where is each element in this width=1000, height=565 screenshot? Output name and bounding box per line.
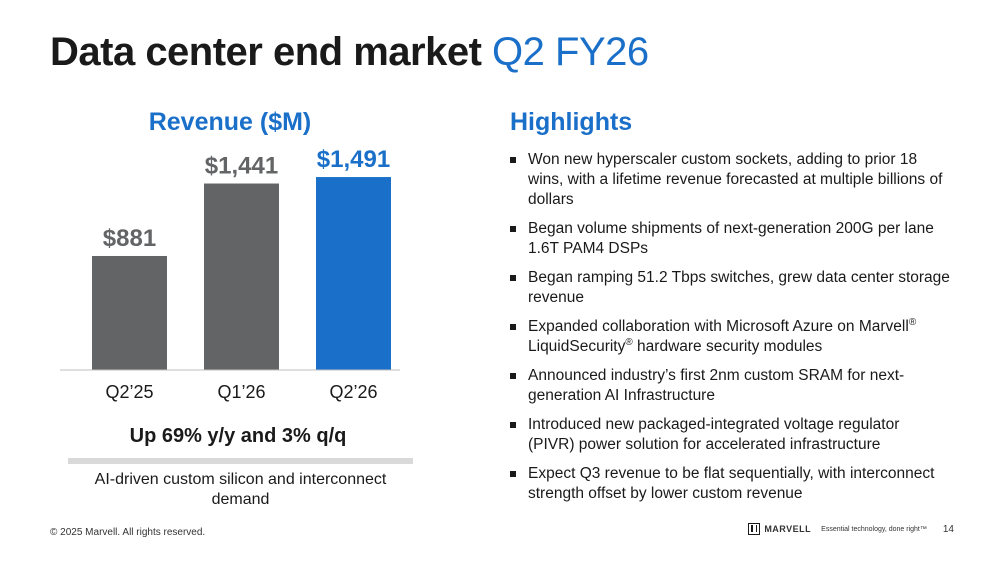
- tagline: Essential technology, done right™: [821, 525, 927, 533]
- footer-branding: MARVELL Essential technology, done right…: [748, 523, 954, 535]
- bar-value-label: $1,491: [317, 146, 390, 173]
- revenue-bar-chart: $881 Q2’25 $1,441 Q1’26 $1,491 Q2’26: [60, 146, 400, 402]
- highlight-item: Won new hyperscaler custom sockets, addi…: [510, 150, 950, 210]
- bullet-marker: [510, 373, 516, 379]
- highlight-item: Began volume shipments of next-generatio…: [510, 219, 950, 259]
- highlight-item: Began ramping 51.2 Tbps switches, grew d…: [510, 268, 950, 308]
- category-label: Q1’26: [217, 382, 265, 402]
- bullet-marker: [510, 157, 516, 163]
- category-label: Q2’25: [105, 382, 153, 402]
- growth-driver-note: AI-driven custom silicon and interconnec…: [94, 471, 387, 508]
- bar-value-label: $881: [103, 225, 156, 252]
- slide-title-main: Data center end market: [50, 30, 482, 74]
- highlight-item: Expanded collaboration with Microsoft Az…: [510, 317, 950, 357]
- bullet-marker: [510, 422, 516, 428]
- bar-3: [316, 177, 391, 370]
- bar-2: [204, 183, 279, 370]
- slide-title: Data center end market Q2 FY26: [50, 30, 649, 75]
- highlight-item: Expect Q3 revenue to be flat sequentiall…: [510, 464, 950, 504]
- registered-mark: ®: [625, 336, 633, 348]
- bullet-marker: [510, 275, 516, 281]
- highlight-text: Announced industry’s first 2nm custom SR…: [528, 367, 905, 404]
- registered-mark: ®: [908, 316, 917, 328]
- chart-title: Revenue ($M): [148, 108, 312, 136]
- bullet-marker: [510, 324, 516, 330]
- highlight-text: Expanded collaboration with Microsoft Az…: [528, 318, 909, 335]
- highlight-item: Announced industry’s first 2nm custom SR…: [510, 366, 950, 406]
- bullet-marker: [510, 226, 516, 232]
- highlight-text: Began ramping 51.2 Tbps switches, grew d…: [528, 269, 950, 306]
- category-label: Q2’26: [329, 382, 377, 402]
- highlight-text: Began volume shipments of next-generatio…: [528, 220, 934, 257]
- bar-1: [92, 255, 167, 370]
- copyright: © 2025 Marvell. All rights reserved.: [50, 527, 206, 538]
- page-number: 14: [942, 523, 954, 535]
- marvell-logo: MARVELL: [748, 523, 811, 535]
- slide-title-accent: Q2 FY26: [492, 30, 649, 74]
- highlight-text: hardware security modules: [632, 338, 823, 355]
- highlight-item: Introduced new packaged-integrated volta…: [510, 415, 950, 455]
- highlight-text: Introduced new packaged-integrated volta…: [528, 416, 900, 453]
- highlight-text: LiquidSecurity: [528, 338, 626, 355]
- marvell-logo-icon: [748, 523, 761, 535]
- bullet-marker: [510, 471, 516, 477]
- highlight-text: Won new hyperscaler custom sockets, addi…: [528, 151, 943, 208]
- highlight-text: Expect Q3 revenue to be flat sequentiall…: [528, 465, 935, 502]
- bar-value-label: $1,441: [205, 153, 278, 180]
- highlights-list: Won new hyperscaler custom sockets, addi…: [510, 150, 950, 513]
- logo-text: MARVELL: [764, 524, 812, 534]
- growth-summary: Up 69% y/y and 3% q/q: [129, 425, 347, 447]
- summary-divider: [68, 458, 413, 464]
- highlights-title: Highlights: [510, 108, 633, 136]
